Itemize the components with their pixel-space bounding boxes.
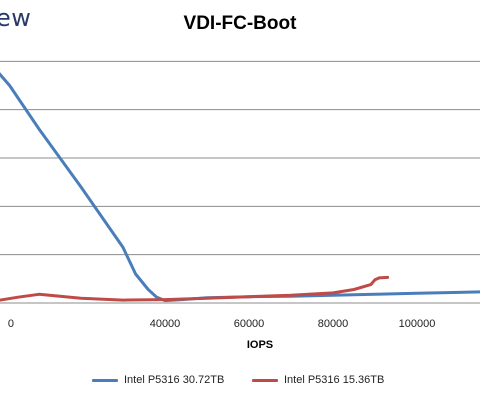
legend-label: Intel P5316 30.72TB: [124, 374, 225, 386]
chart-gridlines: [0, 60, 480, 304]
x-tick-label: 0: [8, 318, 14, 330]
series-line-2: [0, 275, 390, 302]
legend-item-2: Intel P5316 15.36TB: [252, 374, 384, 386]
legend-item-1: Intel P5316 30.72TB: [92, 374, 224, 386]
series-line-1: [0, 72, 480, 303]
legend-swatch: [92, 378, 118, 382]
legend-swatch: [252, 378, 278, 382]
x-axis-ticks: 0 40000 60000 80000 100000: [8, 318, 435, 330]
chart-series: [0, 72, 480, 303]
x-axis-label: IOPS: [247, 339, 273, 351]
x-tick-label: 60000: [234, 318, 265, 330]
x-tick-label: 40000: [150, 318, 181, 330]
legend-label: Intel P5316 15.36TB: [284, 374, 385, 386]
x-tick-label: 80000: [318, 318, 349, 330]
brand-logo-fragment: ew: [0, 4, 32, 32]
x-tick-label: 100000: [399, 318, 436, 330]
chart-title: VDI-FC-Boot: [183, 13, 297, 34]
chart-legend: Intel P5316 30.72TB Intel P5316 15.36TB: [0, 374, 480, 390]
